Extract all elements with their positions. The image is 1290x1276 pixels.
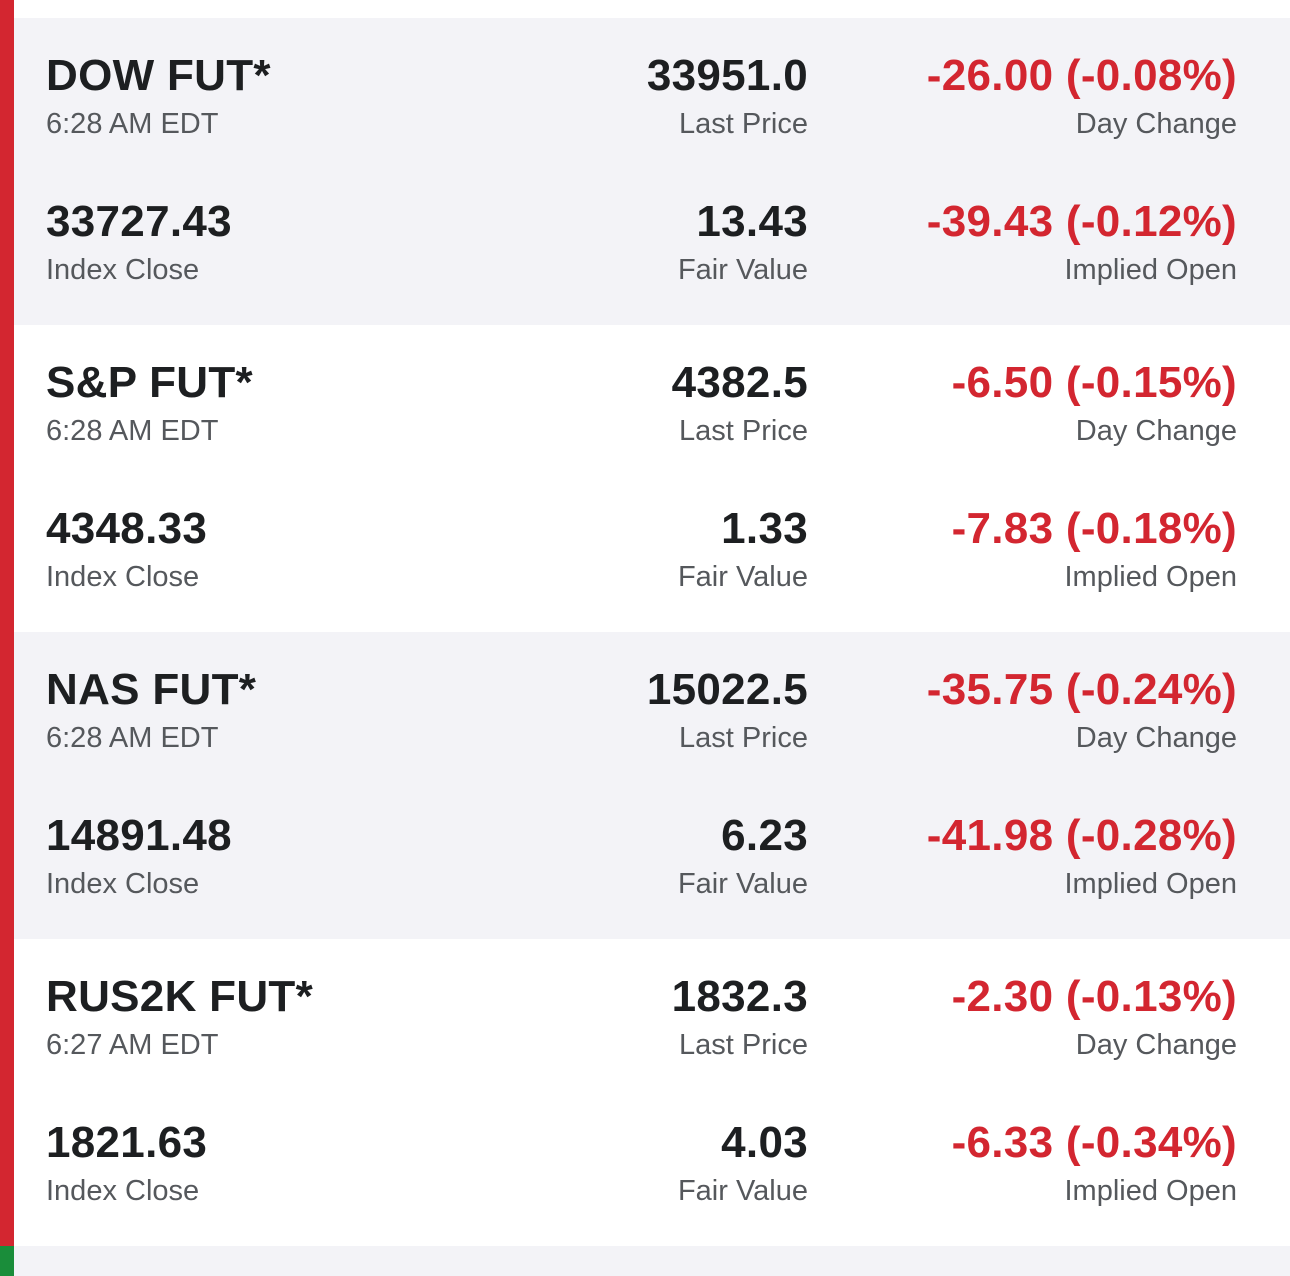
instrument-name: S&P FUT*	[46, 358, 253, 407]
instrument-name: NAS FUT*	[46, 665, 257, 714]
day-change-value: -6.50 (-0.15%)	[951, 358, 1237, 407]
quote-time: 6:28 AM EDT	[46, 415, 219, 447]
futures-card-nas[interactable]: NAS FUT* 6:28 AM EDT 15022.5 Last Price …	[0, 632, 1290, 939]
quote-time: 6:27 AM EDT	[46, 1029, 219, 1061]
implied-open-label: Implied Open	[1064, 1175, 1238, 1207]
change-indicator-stripe	[0, 1246, 14, 1276]
fair-value-label: Fair Value	[677, 561, 808, 593]
instrument-name: RUS2K FUT*	[46, 972, 314, 1021]
index-close-value: 4348.33	[46, 504, 208, 553]
last-price-label: Last Price	[679, 722, 808, 754]
last-price-label: Last Price	[679, 1029, 808, 1061]
futures-card-rus2k[interactable]: RUS2K FUT* 6:27 AM EDT 1832.3 Last Price…	[0, 939, 1290, 1246]
index-close-value: 33727.43	[46, 197, 232, 246]
quote-time: 6:28 AM EDT	[46, 722, 219, 754]
fair-value-label: Fair Value	[677, 1175, 808, 1207]
day-change-label: Day Change	[1075, 1029, 1237, 1061]
change-indicator-stripe	[0, 0, 14, 325]
fair-value-value: 13.43	[696, 197, 808, 246]
change-indicator-stripe	[0, 939, 14, 1246]
implied-open-value: -7.83 (-0.18%)	[951, 504, 1237, 553]
last-price-label: Last Price	[679, 108, 808, 140]
last-price-value: 15022.5	[646, 665, 808, 714]
day-change-label: Day Change	[1075, 415, 1237, 447]
index-close-label: Index Close	[46, 868, 200, 900]
fair-value-value: 4.03	[721, 1118, 808, 1167]
last-price-label: Last Price	[679, 415, 808, 447]
day-change-label: Day Change	[1075, 108, 1237, 140]
implied-open-value: -6.33 (-0.34%)	[951, 1118, 1237, 1167]
change-indicator-stripe	[0, 325, 14, 632]
index-close-label: Index Close	[46, 1175, 200, 1207]
futures-card-sp[interactable]: S&P FUT* 6:28 AM EDT 4382.5 Last Price -…	[0, 325, 1290, 632]
last-price-value: 33951.0	[646, 51, 808, 100]
implied-open-value: -39.43 (-0.12%)	[926, 197, 1237, 246]
index-close-label: Index Close	[46, 561, 200, 593]
fair-value-value: 1.33	[721, 504, 808, 553]
fair-value-label: Fair Value	[677, 254, 808, 286]
instrument-name: DOW FUT*	[46, 51, 271, 100]
index-close-value: 14891.48	[46, 811, 232, 860]
futures-card-dow[interactable]: DOW FUT* 6:28 AM EDT 33951.0 Last Price …	[0, 0, 1290, 325]
last-price-value: 1832.3	[671, 972, 808, 1021]
day-change-value: -35.75 (-0.24%)	[926, 665, 1237, 714]
index-close-label: Index Close	[46, 254, 200, 286]
fair-value-value: 6.23	[721, 811, 808, 860]
fair-value-label: Fair Value	[677, 868, 808, 900]
implied-open-label: Implied Open	[1064, 868, 1238, 900]
day-change-value: -26.00 (-0.08%)	[926, 51, 1237, 100]
implied-open-label: Implied Open	[1064, 254, 1238, 286]
day-change-label: Day Change	[1075, 722, 1237, 754]
change-indicator-stripe	[0, 632, 14, 939]
implied-open-value: -41.98 (-0.28%)	[926, 811, 1237, 860]
day-change-value: -2.30 (-0.13%)	[951, 972, 1237, 1021]
quote-time: 6:28 AM EDT	[46, 108, 219, 140]
implied-open-label: Implied Open	[1064, 561, 1238, 593]
futures-card-next-partial[interactable]	[0, 1246, 1290, 1276]
last-price-value: 4382.5	[671, 358, 808, 407]
index-close-value: 1821.63	[46, 1118, 208, 1167]
